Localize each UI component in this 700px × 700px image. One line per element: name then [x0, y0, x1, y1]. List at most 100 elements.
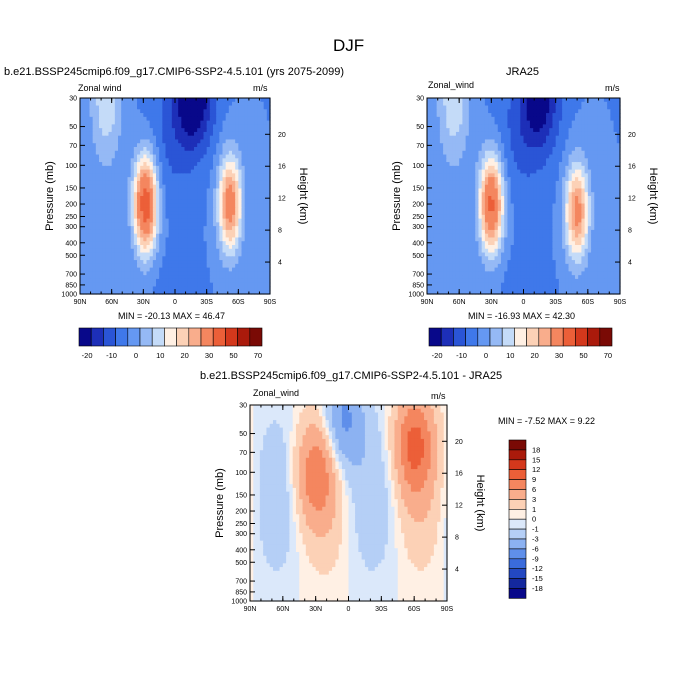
y-axis-label: Pressure (mb) [214, 468, 226, 538]
colorbar-label: 0 [484, 351, 488, 360]
panel2-right-string: m/s [605, 83, 620, 93]
x-tick-label: 90N [74, 299, 87, 306]
colorbar-box [127, 327, 141, 347]
panel2-left-string: Zonal_wind [428, 80, 475, 90]
colorbar-label: 50 [229, 351, 237, 360]
colorbar-box [453, 327, 466, 347]
colorbar-box [200, 327, 214, 347]
panel1-plot: 90N 60N 30N 0 30S 60S 90S 30 50 70 100 150 200 250 300… [44, 96, 309, 307]
x-tick-label: 30S [549, 299, 562, 306]
colorbar-box [477, 327, 491, 347]
panel2-field [427, 98, 621, 295]
x-tick-label: 0 [522, 299, 526, 306]
colorbar-label: 10 [506, 351, 514, 360]
colorbar-label: -1 [532, 525, 539, 534]
y-tick-label: 70 [239, 450, 247, 457]
colorbar-label: 70 [254, 351, 262, 360]
colorbar-label: 15 [532, 455, 540, 464]
colorbar-box [188, 327, 202, 347]
colorbar-box [501, 327, 515, 347]
y-tick-label: 400 [65, 240, 77, 247]
panel3-title: b.e21.BSSP245cmip6.f09_g17.CMIP6-SSP2-4.… [200, 370, 503, 382]
colorbar-label: -20 [432, 351, 443, 360]
y-tick-label: 100 [412, 163, 424, 170]
y2-axis-label: Height (km) [647, 168, 659, 225]
x-tick-label: 90N [421, 299, 434, 306]
x-tick-label: 30N [137, 299, 150, 306]
y2-tick-label: 8 [628, 228, 632, 235]
colorbar-box [562, 327, 576, 347]
colorbar-box [508, 538, 527, 550]
x-tick-label: 60N [276, 606, 289, 613]
colorbar-label: 3 [532, 495, 536, 504]
colorbar-box [508, 578, 527, 589]
panel3-left-string: Zonal_wind [253, 388, 300, 398]
x-tick-label: 60S [232, 299, 245, 306]
colorbar-box [465, 327, 479, 347]
colorbar-label: -20 [82, 351, 93, 360]
colorbar-label: -12 [532, 564, 543, 573]
x-tick-label: 30N [309, 606, 322, 613]
y-tick-label: 200 [412, 202, 424, 209]
y-tick-label: 70 [69, 143, 77, 150]
colorbar-label: -10 [456, 351, 467, 360]
x-tick-label: 60S [582, 299, 595, 306]
x-tick-label: 90S [441, 606, 454, 613]
y-tick-label: 1000 [61, 292, 77, 299]
colorbar-box [508, 449, 527, 461]
x-tick-label: 90S [614, 299, 627, 306]
colorbar-label: -3 [532, 535, 539, 544]
panel3-field [250, 405, 448, 602]
colorbar-box [508, 499, 527, 510]
colorbar-label: 0 [134, 351, 138, 360]
colorbar-box [151, 327, 165, 347]
x-tick-label: 60N [105, 299, 118, 306]
panel3-right-string: m/s [431, 391, 446, 401]
colorbar-box [508, 479, 527, 490]
y2-tick-label: 4 [628, 260, 632, 267]
colorbar-box [508, 528, 527, 540]
y-tick-label: 100 [235, 470, 247, 477]
y2-tick-label: 16 [278, 164, 286, 171]
y2-tick-label: 12 [628, 196, 636, 203]
colorbar-box [575, 327, 588, 347]
y2-tick-label: 20 [278, 132, 286, 139]
y-axis-label: Pressure (mb) [391, 161, 403, 231]
x-tick-label: 30S [375, 606, 388, 613]
y2-tick-label: 8 [455, 535, 459, 542]
y2-axis-label: Height (km) [297, 168, 309, 225]
panel1-title: b.e21.BSSP245cmip6.f09_g17.CMIP6-SSP2-4.… [4, 66, 344, 78]
y-tick-label: 50 [239, 431, 247, 438]
y-tick-label: 850 [65, 282, 77, 289]
colorbar-label: 50 [579, 351, 587, 360]
colorbar-label: 20 [531, 351, 539, 360]
panel1-field [80, 98, 271, 295]
colorbar-label: 9 [532, 475, 536, 484]
colorbar-label: 30 [555, 351, 563, 360]
panel2-title: JRA25 [506, 66, 540, 78]
x-tick-label: 90N [244, 606, 257, 613]
colorbar-box [428, 327, 442, 347]
y-tick-label: 500 [412, 253, 424, 260]
y-tick-label: 250 [235, 521, 247, 528]
panel2-colorbar: -20 -10 0 10 20 30 50 70 [428, 327, 613, 360]
figure-title: DJF [333, 36, 365, 55]
colorbar-label: 1 [532, 505, 536, 514]
colorbar-label: 0 [532, 515, 536, 524]
x-tick-label: 0 [347, 606, 351, 613]
colorbar-label: 12 [532, 465, 540, 474]
y-tick-label: 200 [65, 202, 77, 209]
y-tick-label: 500 [235, 560, 247, 567]
y2-tick-label: 16 [628, 164, 636, 171]
panel1-left-string: Zonal wind [78, 83, 122, 93]
colorbar-box [538, 327, 552, 347]
colorbar-box [550, 327, 564, 347]
y-tick-label: 150 [65, 185, 77, 192]
colorbar-label: -15 [532, 574, 543, 583]
panel1-stats: MIN = -20.13 MAX = 46.47 [118, 311, 226, 321]
colorbar-box [225, 327, 238, 347]
x-tick-label: 30S [200, 299, 213, 306]
x-tick-label: 60N [453, 299, 466, 306]
colorbar-box [115, 327, 129, 347]
